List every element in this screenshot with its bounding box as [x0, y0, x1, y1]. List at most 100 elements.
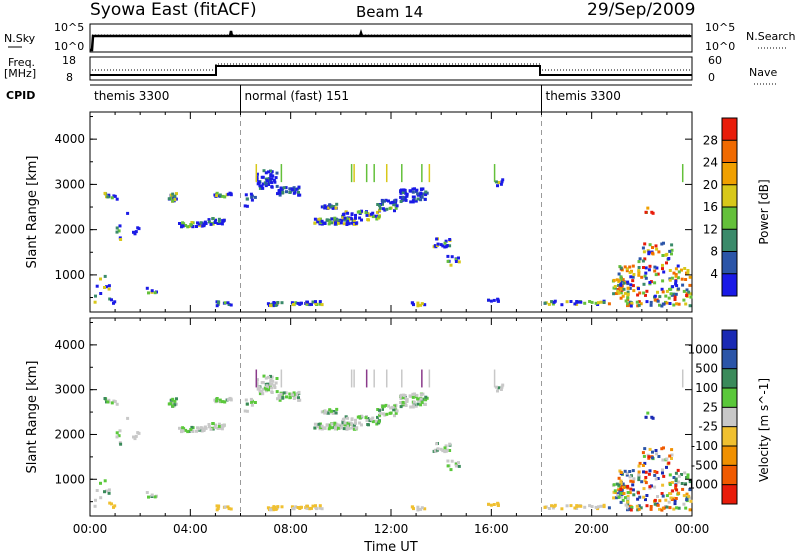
echo-cell — [274, 381, 278, 385]
echo-cell — [383, 199, 386, 203]
echo-cell — [653, 498, 657, 502]
echo-cell — [327, 206, 331, 210]
echo-cell — [95, 489, 99, 492]
echo-cell — [94, 498, 97, 502]
echo-cell — [676, 276, 680, 280]
echo-cell — [640, 275, 644, 279]
echo-cell — [642, 266, 645, 269]
echo-cell — [619, 287, 623, 291]
echo-cell — [680, 277, 684, 281]
echo-cell — [656, 299, 660, 303]
echo-cell — [343, 423, 347, 427]
echo-cell — [614, 292, 618, 295]
echo-cell — [411, 199, 415, 203]
velocity-data — [93, 318, 693, 516]
nave-trace — [92, 63, 690, 71]
echo-cell — [107, 488, 111, 492]
echo-cell — [626, 484, 630, 488]
echo-cell — [685, 492, 689, 496]
echo-cell — [575, 300, 579, 304]
echo-cell — [173, 194, 177, 198]
echo-cell — [444, 239, 448, 243]
echo-cell — [665, 289, 669, 293]
echo-cell — [626, 506, 630, 510]
echo-cell — [655, 452, 659, 456]
echo-cell — [103, 286, 106, 289]
echo-cell — [590, 505, 594, 508]
colorbar-tick-label: 1000 — [687, 342, 718, 356]
echo-cell — [619, 471, 623, 474]
cpid-segment-label: themis 3300 — [546, 89, 621, 103]
freq-bottom-tick: 8 — [66, 71, 73, 84]
echo-cell — [602, 301, 606, 304]
colorbar-tick-label: -500 — [691, 458, 718, 472]
echo-cell — [167, 197, 171, 201]
echo-cell — [411, 404, 415, 408]
echo-cell — [680, 482, 684, 485]
echo-cell — [674, 477, 678, 481]
echo-cell — [494, 385, 498, 389]
echo-cell — [107, 284, 111, 288]
colorbar-tick-label: 100 — [695, 381, 718, 395]
echo-cell — [105, 489, 108, 493]
colorbar-swatch — [722, 368, 737, 389]
velocity-x-ticks: 00:00 04:00 08:00 12:00 16:00 20:00 00:00 — [73, 318, 709, 536]
echo-cell — [448, 244, 452, 248]
echo-cell — [636, 497, 640, 501]
echo-cell — [637, 300, 641, 304]
echo-stripe — [681, 164, 684, 183]
echo-cell — [496, 297, 500, 301]
cpid-strip: CPID themis 3300 normal (fast) 151 themis … — [6, 84, 692, 112]
echo-cell — [661, 279, 665, 283]
echo-cell — [264, 376, 268, 380]
echo-cell — [631, 483, 635, 487]
echo-cell — [297, 193, 301, 197]
echo-cell — [670, 453, 674, 457]
cpid-segment-label: normal (fast) 151 — [245, 89, 349, 103]
echo-cell — [337, 426, 341, 430]
echo-cell — [665, 505, 669, 509]
echo-cell — [350, 422, 354, 426]
echo-cell — [623, 496, 627, 500]
echo-cell — [682, 502, 686, 506]
velocity-y-axis-label: Slant Range [km] — [25, 361, 40, 474]
echo-cell — [625, 473, 629, 477]
echo-cell — [420, 400, 424, 404]
echo-cell — [622, 287, 626, 291]
echo-cell — [599, 300, 603, 304]
echo-cell — [269, 378, 273, 382]
echo-cell — [632, 289, 636, 293]
echo-cell — [385, 207, 389, 211]
echo-cell — [115, 435, 119, 439]
echo-cell — [594, 505, 598, 509]
echo-cell — [323, 206, 327, 210]
echo-cell — [597, 301, 600, 305]
echo-cell — [392, 408, 396, 412]
echo-cell — [258, 186, 262, 190]
echo-cell — [214, 423, 217, 427]
echo-cell — [583, 301, 587, 305]
echo-cell — [628, 470, 632, 473]
echo-cell — [342, 417, 346, 421]
echo-cell — [668, 249, 672, 253]
echo-cell — [419, 198, 423, 202]
echo-cell — [684, 302, 688, 306]
colorbar-swatch — [722, 407, 737, 428]
echo-cell — [297, 191, 300, 194]
echo-cell — [424, 398, 428, 402]
echo-cell — [340, 218, 344, 222]
echo-cell — [272, 178, 276, 182]
echo-cell — [313, 221, 317, 225]
echo-stripe — [350, 164, 353, 183]
echo-cell — [267, 170, 270, 174]
echo-cell — [261, 186, 265, 190]
echo-cell — [388, 206, 392, 210]
echo-cell — [399, 394, 403, 398]
echo-cell — [378, 206, 382, 210]
echo-cell — [93, 504, 97, 508]
echo-cell — [677, 506, 681, 510]
echo-cell — [496, 299, 500, 303]
echo-cell — [579, 300, 583, 304]
echo-cell — [209, 427, 213, 431]
echo-cell — [107, 193, 111, 197]
